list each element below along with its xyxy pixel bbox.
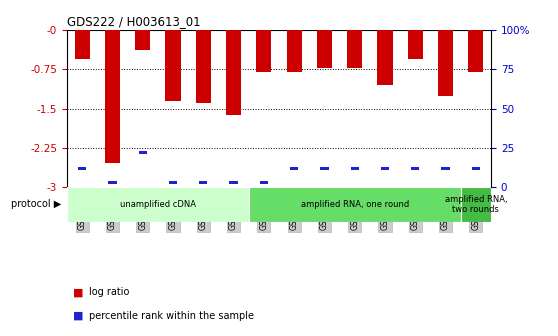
Text: amplified RNA,
two rounds: amplified RNA, two rounds (445, 195, 507, 214)
Bar (138, 151, 147, 154)
Bar (468, 30, 483, 72)
Text: log ratio: log ratio (89, 287, 129, 297)
Bar (472, 167, 480, 170)
Text: ■: ■ (73, 287, 83, 297)
Bar (461, 187, 491, 222)
Bar (287, 30, 302, 72)
Bar (108, 181, 117, 184)
Text: protocol ▶: protocol ▶ (11, 199, 61, 209)
Text: GDS222 / H003613_01: GDS222 / H003613_01 (67, 15, 200, 28)
Bar (320, 167, 329, 170)
Bar (377, 30, 393, 85)
Bar (256, 30, 271, 72)
Bar (196, 30, 211, 103)
Bar (67, 187, 249, 222)
Bar (135, 30, 150, 50)
Bar (317, 30, 332, 68)
Bar (226, 30, 241, 115)
Text: ■: ■ (73, 311, 83, 321)
Bar (381, 167, 389, 170)
Text: unamplified cDNA: unamplified cDNA (120, 200, 196, 209)
Bar (105, 30, 120, 163)
Bar (408, 30, 423, 59)
Bar (290, 167, 299, 170)
Text: percentile rank within the sample: percentile rank within the sample (89, 311, 254, 321)
Bar (249, 187, 461, 222)
Bar (199, 181, 208, 184)
Bar (78, 167, 86, 170)
Bar (165, 30, 181, 101)
Bar (259, 181, 268, 184)
Bar (350, 167, 359, 170)
Bar (169, 181, 177, 184)
Bar (229, 181, 238, 184)
Text: amplified RNA, one round: amplified RNA, one round (301, 200, 409, 209)
Bar (438, 30, 453, 95)
Bar (347, 30, 362, 68)
Bar (411, 167, 420, 170)
Bar (441, 167, 450, 170)
Bar (75, 30, 90, 59)
